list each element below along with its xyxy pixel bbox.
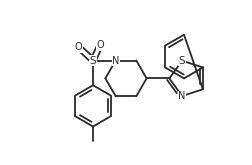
Text: O: O bbox=[97, 40, 104, 50]
Text: S: S bbox=[179, 56, 185, 66]
Text: S: S bbox=[90, 55, 96, 66]
Text: N: N bbox=[178, 91, 186, 101]
Text: N: N bbox=[112, 55, 119, 66]
Text: O: O bbox=[75, 42, 82, 52]
